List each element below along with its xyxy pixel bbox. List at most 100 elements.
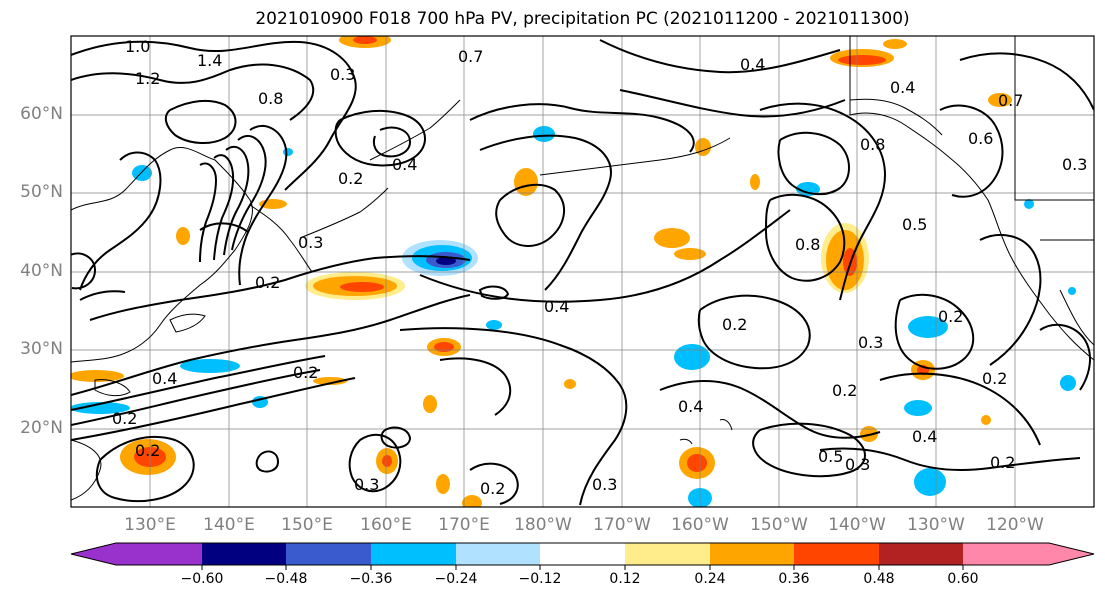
contour-label: 0.3 xyxy=(858,333,883,352)
pv-contours xyxy=(71,39,1094,506)
colorbar-segment xyxy=(794,543,879,565)
precip-anomaly xyxy=(486,320,502,330)
contour-label: 0.4 xyxy=(890,78,915,97)
precip-anomaly xyxy=(514,168,538,196)
colorbar-segment xyxy=(879,543,963,565)
colorbar-tick-label: 0.24 xyxy=(694,571,726,587)
contour-label: 0.3 xyxy=(592,475,617,494)
contour-label: 0.5 xyxy=(902,215,927,234)
contour-label: 0.3 xyxy=(298,233,323,252)
colorbar-segment xyxy=(202,543,286,565)
precip-anomaly xyxy=(838,55,886,65)
precip-anomaly xyxy=(695,138,711,156)
colorbar-tick-label: 0.48 xyxy=(863,571,895,587)
lon-label-130e: 130°E xyxy=(124,515,176,535)
lat-label-30n: 30°N xyxy=(20,339,63,359)
contour-label: 0.5 xyxy=(818,447,843,466)
contour-label: 0.4 xyxy=(544,297,569,316)
precip-anomaly xyxy=(382,455,392,467)
precip-anomaly xyxy=(180,359,240,373)
precip-anomaly xyxy=(1024,199,1034,209)
precip-anomaly xyxy=(674,344,710,370)
contour-label: 1.4 xyxy=(197,51,222,70)
precip-anomaly xyxy=(564,379,576,389)
contour-label: 0.2 xyxy=(480,479,505,498)
precip-anomaly xyxy=(914,468,946,496)
lon-label-160w: 160°W xyxy=(671,515,729,535)
precip-anomaly xyxy=(436,474,450,494)
precip-anomaly xyxy=(687,454,707,472)
contour-label: 0.8 xyxy=(258,89,283,108)
colorbar-extend-low xyxy=(71,543,116,565)
map-frame xyxy=(70,35,1095,508)
coastlines xyxy=(71,36,1094,501)
contour-label: 1.2 xyxy=(135,69,160,88)
precip-anomaly xyxy=(988,93,1012,107)
precip-anomaly xyxy=(132,165,152,181)
precip-anomaly xyxy=(796,182,820,196)
precip-anomaly xyxy=(908,316,948,338)
precip-anomaly xyxy=(423,395,437,413)
precip-anomaly xyxy=(353,36,377,44)
precip-anomaly xyxy=(283,148,293,156)
contour-label: 0.2 xyxy=(722,315,747,334)
lon-label-140e: 140°E xyxy=(203,515,255,535)
colorbar-tick-label: −0.12 xyxy=(518,571,562,587)
contour-label: 1.0 xyxy=(125,37,150,56)
contour-label: 0.2 xyxy=(135,441,160,460)
contour-label: 0.3 xyxy=(354,475,379,494)
map-title: 2021010900 F018 700 hPa PV, precipitatio… xyxy=(255,9,910,29)
colorbar-segment xyxy=(371,543,456,565)
precip-anomaly xyxy=(1060,375,1076,391)
colorbar-tick-label: −0.60 xyxy=(180,571,224,587)
contour-label: 0.8 xyxy=(795,235,820,254)
colorbar xyxy=(70,542,1095,570)
lat-label-50n: 50°N xyxy=(20,182,63,202)
lat-label-40n: 40°N xyxy=(20,261,63,281)
precip-anomaly xyxy=(313,377,347,385)
precip-anomaly xyxy=(71,370,124,382)
precip-anomaly xyxy=(340,282,384,292)
contour-label: 0.2 xyxy=(982,369,1007,388)
lat-label-20n: 20°N xyxy=(20,418,63,438)
contour-label: 0.2 xyxy=(938,307,963,326)
contour-label: 0.3 xyxy=(845,455,870,474)
precip-anomaly xyxy=(860,426,878,442)
contour-label: 0.7 xyxy=(458,47,483,66)
contour-label: 0.3 xyxy=(1062,155,1087,174)
precip-anomaly xyxy=(71,402,130,414)
precip-anomaly xyxy=(533,126,555,142)
precip-anomaly xyxy=(434,342,454,352)
contour-label: 0.2 xyxy=(293,363,318,382)
lon-label-150e: 150°E xyxy=(281,515,333,535)
contour-label: 0.2 xyxy=(990,453,1015,472)
colorbar-segment xyxy=(116,543,202,565)
lon-label-160e: 160°E xyxy=(360,515,412,535)
lon-label-130w: 130°W xyxy=(907,515,965,535)
colorbar-segment xyxy=(456,543,540,565)
precip-anomaly xyxy=(750,174,760,190)
precip-anomaly xyxy=(981,415,991,425)
map-area: 1.0 1.4 1.2 0.7 0.8 0.3 0.4 0.2 0.3 0.4 … xyxy=(71,36,1094,507)
contour-label: 0.2 xyxy=(255,273,280,292)
precip-anomaly xyxy=(436,257,456,265)
precip-anomaly xyxy=(674,248,706,260)
colorbar-tick-label: −0.48 xyxy=(264,571,308,587)
lon-label-150w: 150°W xyxy=(750,515,808,535)
colorbar-tick-label: 0.12 xyxy=(609,571,641,587)
lon-label-140w: 140°W xyxy=(828,515,886,535)
contour-label: 0.6 xyxy=(968,129,993,148)
colorbar-tick-label: −0.36 xyxy=(349,571,393,587)
colorbar-tick-label: 0.60 xyxy=(947,571,979,587)
precip-anomaly xyxy=(904,400,932,416)
colorbar-segment xyxy=(710,543,794,565)
contour-label: 0.4 xyxy=(740,55,765,74)
contour-label: 0.2 xyxy=(832,381,857,400)
colorbar-segment xyxy=(286,543,371,565)
contour-label: 0.2 xyxy=(338,169,363,188)
precip-anomaly xyxy=(462,495,482,507)
contour-labels: 1.0 1.4 1.2 0.7 0.8 0.3 0.4 0.2 0.3 0.4 … xyxy=(112,37,1087,498)
contour-label: 0.4 xyxy=(152,369,177,388)
contour-label: 0.3 xyxy=(330,65,355,84)
